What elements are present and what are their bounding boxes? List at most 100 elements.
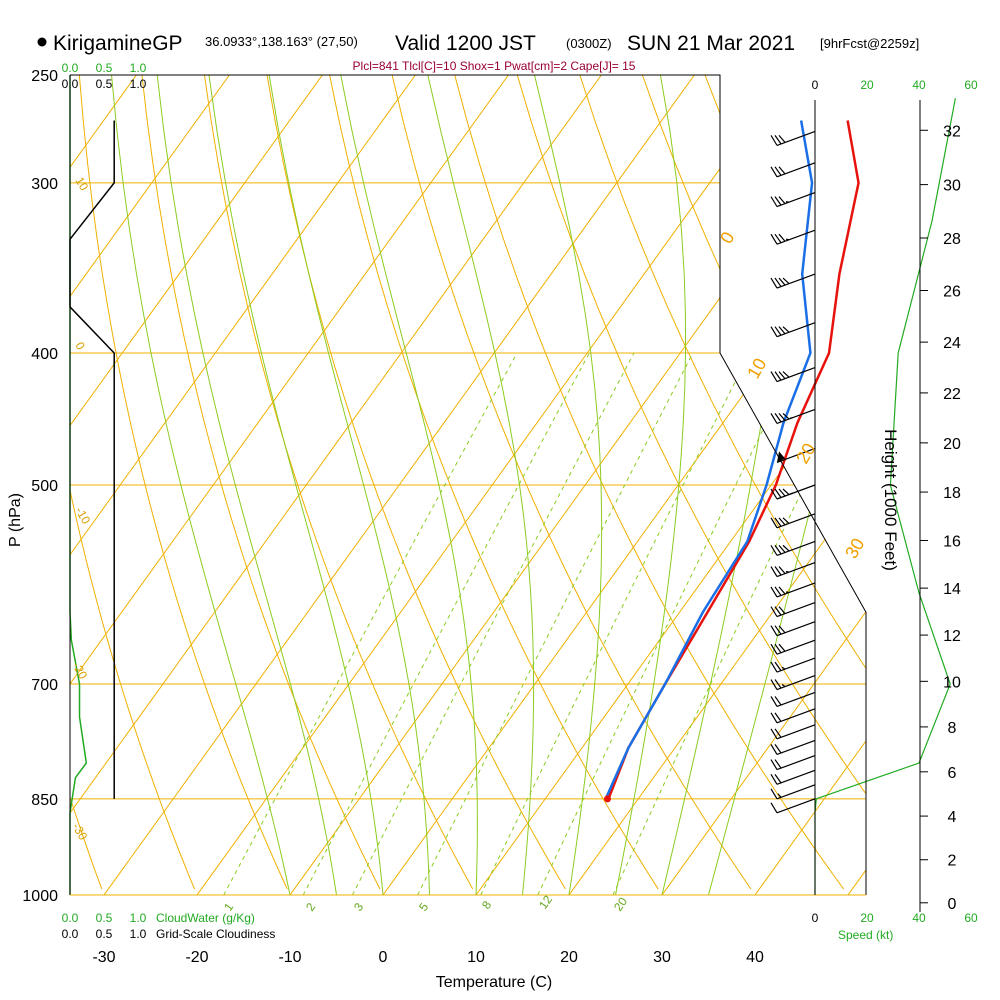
wind-barb-shaft [776, 322, 816, 338]
wind-barb-half-feather [781, 684, 786, 688]
pressure-tick-label: 850 [31, 792, 58, 809]
speed-tick-top: 60 [964, 78, 978, 92]
wind-barb-feather [778, 277, 786, 286]
cloud-tick-label: 0.0 [62, 927, 79, 941]
wind-barb-feather [770, 802, 778, 814]
adiabat-label: -30 [69, 821, 90, 843]
wind-barb-half-feather [777, 793, 782, 798]
forecast-info: [9hrFcst@2259z] [820, 36, 919, 51]
height-tick-label: 28 [943, 231, 961, 248]
moist-adiabat-line [340, 75, 478, 895]
wind-barb-shaft [776, 602, 816, 618]
moist-adiabat-line [427, 75, 535, 895]
cloud-tick-label: 0.5 [96, 61, 113, 75]
wind-barb-feather [774, 643, 782, 654]
isotherm-label: 0 [716, 228, 738, 247]
wind-barb-shaft [776, 755, 816, 771]
wind-barb-shaft [776, 621, 816, 637]
wind-barb-half-feather [785, 570, 790, 573]
speed-tick-bottom: 60 [964, 911, 978, 925]
series-cloudiness [69, 120, 115, 799]
dry-adiabat-line [641, 75, 866, 890]
cloud-tick-label: 0.5 [96, 77, 113, 91]
temperature-tick-label: -30 [92, 949, 115, 966]
series-temperature [607, 120, 860, 800]
wind-barb-half-feather [781, 666, 786, 670]
x-axis-title: Temperature (C) [436, 974, 552, 991]
wind-barb-half-feather [785, 201, 790, 203]
surface-point-marker [604, 795, 612, 803]
moist-adiabat-line [615, 75, 687, 895]
wind-barb-feather [778, 643, 786, 652]
wind-barb-half-feather [785, 238, 790, 241]
height-tick-label: 20 [943, 436, 961, 453]
height-tick-label: 8 [948, 720, 957, 737]
wind-barb-shaft [776, 798, 816, 814]
station-bullet-icon [37, 37, 47, 47]
valid-date: SUN 21 Mar 2021 [627, 32, 795, 55]
isotherm-label: 10 [743, 355, 770, 382]
mixing-ratio-line [537, 352, 802, 895]
wind-barb-feather [778, 166, 786, 175]
wind-barb-feather [774, 488, 782, 498]
adiabat-label: 0 [72, 340, 88, 353]
dry-adiabat-line [141, 75, 381, 890]
wind-barb-shaft [776, 724, 816, 740]
cloudwater-label: CloudWater (g/Kg) [156, 911, 255, 925]
height-tick-label: 30 [943, 178, 961, 195]
wind-barb-feather [778, 586, 786, 595]
wind-barb-feather [774, 326, 782, 336]
wind-barb-feather [778, 233, 786, 242]
wind-barb-shaft [776, 447, 816, 463]
temperature-tick-label: 0 [379, 949, 388, 966]
wind-barb-feather [770, 759, 778, 770]
wind-barb-feather [774, 625, 782, 635]
wind-barb-feather [774, 413, 782, 423]
wind-barb-shaft [776, 273, 816, 289]
moist-adiabat-line [268, 75, 430, 895]
wind-barb-feather [770, 643, 778, 655]
wind-barb-shaft [776, 784, 816, 800]
isotherm-line [661, 75, 866, 895]
wind-barb-feather [774, 371, 782, 381]
height-tick-label: 12 [943, 628, 961, 645]
wind-barb-feather [782, 326, 790, 333]
valid-time: Valid 1200 JST [395, 32, 536, 55]
wind-barb-shaft [776, 192, 816, 208]
cloud-tick-label: 1.0 [130, 77, 147, 91]
height-tick-label: 24 [943, 335, 961, 352]
isotherm-line [568, 75, 866, 895]
wind-barb-feather [774, 712, 782, 722]
wind-barb-feather [774, 196, 782, 206]
speed-tick-top: 40 [912, 78, 926, 92]
wind-barb-feather [774, 679, 782, 689]
wind-barb-feather [770, 233, 778, 245]
temperature-tick-label: -10 [278, 949, 301, 966]
mixing-ratio-line [480, 352, 751, 895]
wind-barb-shaft [776, 130, 816, 146]
wind-barb-shaft [776, 657, 816, 673]
wind-barb-shaft [776, 769, 816, 785]
wind-barb-feather [782, 544, 790, 552]
wind-barb-feather [778, 544, 786, 553]
wind-barb-feather [770, 728, 778, 740]
plot-frame [70, 74, 867, 895]
height-tick-label: 22 [943, 386, 961, 403]
wind-barb-feather [774, 774, 782, 784]
temperature-tick-label: 10 [467, 949, 485, 966]
moist-adiabat-line [208, 75, 384, 895]
speed-tick-bottom: 40 [912, 911, 926, 925]
wind-barb-feather [770, 277, 778, 289]
speed-tick-bottom: 20 [860, 911, 874, 925]
mixing-ratio-label: 20 [611, 894, 630, 913]
isotherm-line [70, 75, 509, 895]
chart-grid [70, 75, 866, 895]
cloud-tick-label: 0.5 [96, 927, 113, 941]
mixing-ratio-line [612, 352, 866, 895]
wind-barb-half-feather [789, 416, 794, 419]
zulu-time: (0300Z) [566, 36, 612, 51]
wind-barb-feather [782, 488, 790, 496]
wind-barb-feather [778, 517, 786, 526]
wind-barb-feather [774, 744, 782, 754]
